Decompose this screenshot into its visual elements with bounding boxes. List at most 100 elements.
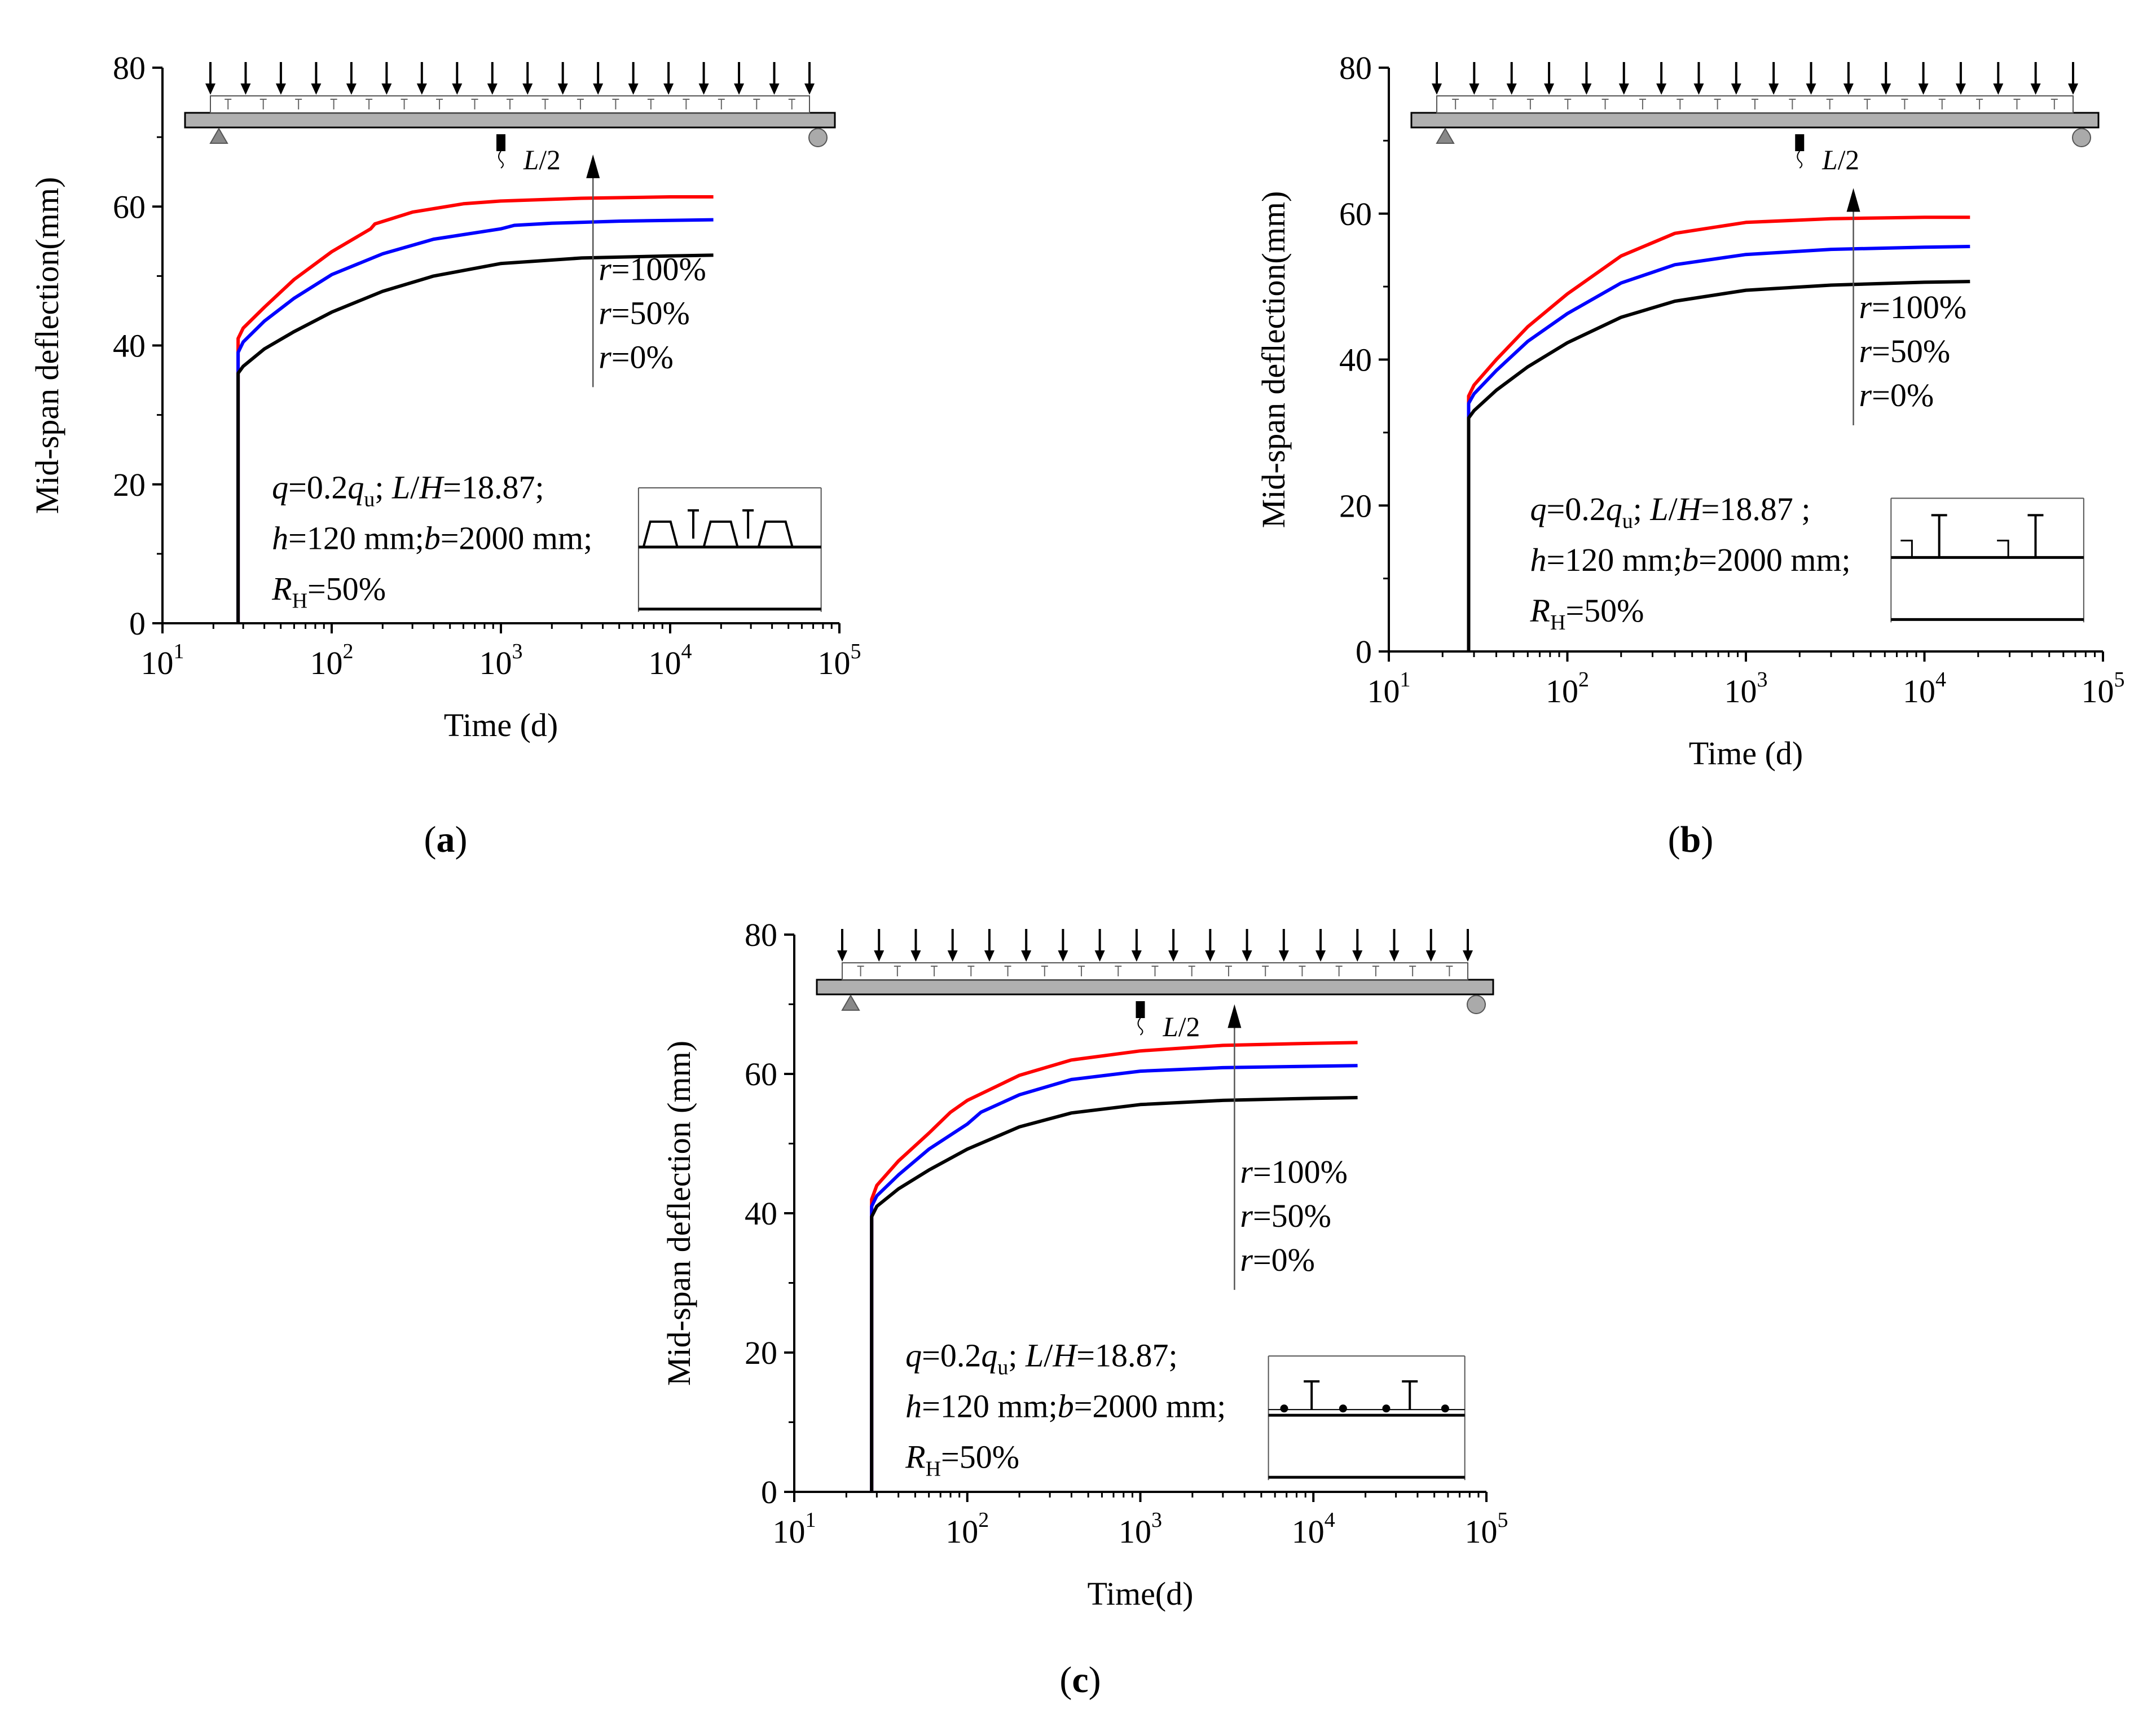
y-tick-label: 40 [113, 328, 146, 364]
x-tick-base: 10 [2082, 673, 2114, 710]
parameter-text: H [1052, 1337, 1078, 1374]
stud-mark [1078, 966, 1085, 976]
load-arrow-head [734, 83, 745, 95]
parameter-text: =0.2 [922, 1337, 981, 1374]
x-tick-base: 10 [649, 645, 681, 681]
parameter-text: h [905, 1388, 922, 1425]
x-tick-base: 10 [141, 645, 174, 681]
y-tick-label: 20 [1339, 487, 1372, 524]
pin-support-icon [841, 994, 860, 1011]
stud-mark [1677, 99, 1684, 109]
parameter-text: q [347, 469, 364, 505]
x-tick-exponent: 4 [1325, 1508, 1335, 1532]
stud-mark [1938, 99, 1946, 109]
load-arrow-head [1469, 83, 1480, 95]
parameter-text: L [391, 469, 410, 505]
load-arrow-head [1806, 83, 1816, 95]
parameter-subscript: u [1622, 509, 1633, 533]
parameter-text: =120 mm; [288, 519, 424, 556]
panel-label-letter: b [1680, 819, 1701, 860]
roller-support-icon [1467, 995, 1486, 1014]
series-label-value: =50% [1872, 333, 1950, 369]
y-tick-label: 20 [113, 466, 146, 503]
series-label-symbol: r [1859, 377, 1872, 413]
stud-mark [1976, 99, 1983, 109]
x-tick-label: 105 [818, 640, 861, 681]
stud-mark [1564, 99, 1572, 109]
series-label: r=100% [599, 250, 706, 287]
parameter-text: L [1649, 491, 1668, 527]
stud-mark [1335, 966, 1343, 976]
midspan-label-value: /2 [1838, 144, 1859, 175]
stud-mark [647, 99, 654, 109]
x-tick-label: 104 [1903, 668, 1946, 710]
parameter-text: =50% [1565, 592, 1644, 629]
y-axis-title: Mid-span deflection(mm) [29, 177, 65, 514]
stud-mark [366, 99, 373, 109]
stud-mark [471, 99, 478, 109]
series-label: r=0% [599, 338, 674, 375]
load-arrow-head [1656, 83, 1667, 95]
stud-mark [967, 966, 975, 976]
stud-mark [1188, 966, 1195, 976]
load-arrow-head [205, 83, 215, 95]
y-tick-label: 60 [113, 188, 146, 225]
stud-mark [1752, 99, 1758, 109]
stud-mark [1901, 99, 1908, 109]
series-line-r-0- [870, 1096, 1358, 1492]
stud-mark [1789, 99, 1796, 109]
rebar-dot [1441, 1404, 1449, 1413]
midspan-label-symbol: L [523, 144, 539, 175]
rebar-dot [1382, 1404, 1391, 1413]
load-arrow-head [698, 83, 709, 95]
load-arrow-head [1768, 83, 1779, 95]
x-tick-label: 101 [141, 640, 184, 681]
stud-mark [1601, 99, 1609, 109]
trapezoid-rib [642, 520, 679, 548]
series-label-symbol: r [1240, 1153, 1253, 1190]
series-line-r-100- [236, 195, 714, 623]
simply-supported-beam-uniform-load-icon: L/2 [1410, 62, 2100, 175]
trapezoid-rib [757, 520, 794, 548]
x-tick-label: 103 [1119, 1508, 1162, 1550]
series-label-value: =0% [611, 338, 674, 375]
gauge-wire [1137, 1018, 1143, 1036]
x-tick-exponent: 4 [1935, 668, 1946, 692]
series-label: r=100% [1859, 289, 1967, 325]
shear-stud [1304, 1380, 1320, 1410]
series-line-r-100- [1467, 215, 1970, 651]
stud-mark [436, 99, 443, 109]
parameter-text: H [1677, 491, 1703, 527]
x-tick-exponent: 2 [343, 640, 354, 663]
x-tick-label: 105 [1465, 1508, 1508, 1550]
stud-mark [1864, 99, 1871, 109]
series-label-value: =100% [611, 250, 706, 287]
midspan-label-value: /2 [539, 144, 560, 175]
parameter-text: q [272, 469, 288, 505]
x-tick-label: 102 [945, 1508, 989, 1550]
parameter-subscript: H [926, 1457, 941, 1481]
load-arrow-head [1352, 950, 1363, 962]
parameter-text: L [1025, 1337, 1044, 1374]
series-label-value: =100% [1253, 1153, 1348, 1190]
shear-stud [1931, 514, 1947, 558]
load-arrow-head [1693, 83, 1704, 95]
stud-mark [1004, 966, 1011, 976]
load-arrow-head [1544, 83, 1555, 95]
parameter-text: =50% [307, 570, 386, 607]
load-arrow-head [1581, 83, 1592, 95]
series-label-symbol: r [599, 250, 611, 287]
parameter-line: h=120 mm;b=2000 mm; [272, 519, 592, 556]
x-tick-exponent: 3 [1151, 1508, 1162, 1532]
parameter-line: RH=50% [271, 570, 386, 613]
parameter-text: h [1530, 541, 1547, 578]
series-line-r-100- [870, 1041, 1358, 1492]
parameter-text: b [424, 519, 441, 556]
series-label-symbol: r [1240, 1241, 1253, 1278]
stud-mark [857, 966, 864, 976]
trapezoid-rib-deck-section-icon [637, 487, 822, 612]
rebar-dot [1339, 1404, 1347, 1413]
stud-mark [1446, 966, 1453, 976]
load-arrow-head [1131, 950, 1142, 962]
